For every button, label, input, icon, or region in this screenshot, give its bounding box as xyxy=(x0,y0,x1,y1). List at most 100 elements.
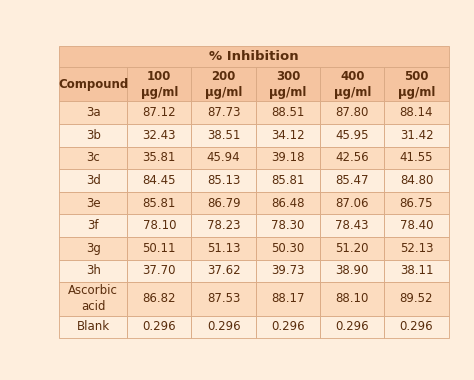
Text: 85.47: 85.47 xyxy=(336,174,369,187)
Bar xyxy=(59,260,127,282)
Bar xyxy=(191,101,256,124)
Bar xyxy=(320,147,384,169)
Bar xyxy=(127,67,191,101)
Bar xyxy=(59,101,127,124)
Text: 38.51: 38.51 xyxy=(207,129,240,142)
Text: 85.81: 85.81 xyxy=(143,196,176,209)
Bar xyxy=(320,282,384,315)
Bar xyxy=(127,124,191,147)
Text: Compound: Compound xyxy=(58,78,128,91)
Bar xyxy=(320,260,384,282)
Text: 88.17: 88.17 xyxy=(271,292,305,306)
Text: 38.11: 38.11 xyxy=(400,264,433,277)
Text: 0.296: 0.296 xyxy=(143,320,176,333)
Bar xyxy=(256,282,320,315)
Text: 3c: 3c xyxy=(86,151,100,164)
Bar xyxy=(127,192,191,214)
Bar xyxy=(320,214,384,237)
Text: 100
μg/ml: 100 μg/ml xyxy=(141,70,178,99)
Text: 78.30: 78.30 xyxy=(271,219,305,232)
Text: 87.53: 87.53 xyxy=(207,292,240,306)
Bar xyxy=(256,101,320,124)
Text: 87.73: 87.73 xyxy=(207,106,240,119)
Text: 3e: 3e xyxy=(86,196,100,209)
Bar xyxy=(127,147,191,169)
Bar xyxy=(191,192,256,214)
Bar xyxy=(256,192,320,214)
Text: 0.296: 0.296 xyxy=(336,320,369,333)
Bar xyxy=(384,169,449,192)
Bar xyxy=(127,214,191,237)
Text: 86.75: 86.75 xyxy=(400,196,433,209)
Text: 88.51: 88.51 xyxy=(271,106,305,119)
Bar xyxy=(320,192,384,214)
Text: 50.30: 50.30 xyxy=(271,242,305,255)
Bar xyxy=(384,101,449,124)
Text: 78.10: 78.10 xyxy=(143,219,176,232)
Text: 45.95: 45.95 xyxy=(336,129,369,142)
Text: 3b: 3b xyxy=(86,129,100,142)
Text: 3d: 3d xyxy=(86,174,100,187)
Bar xyxy=(127,315,191,338)
Bar xyxy=(191,147,256,169)
Bar xyxy=(59,169,127,192)
Text: 89.52: 89.52 xyxy=(400,292,433,306)
Bar xyxy=(256,67,320,101)
Bar xyxy=(384,260,449,282)
Text: 88.14: 88.14 xyxy=(400,106,433,119)
Text: 85.13: 85.13 xyxy=(207,174,240,187)
Text: Ascorbic
acid: Ascorbic acid xyxy=(68,284,118,314)
Bar xyxy=(384,214,449,237)
Text: 37.62: 37.62 xyxy=(207,264,240,277)
Bar xyxy=(59,147,127,169)
Text: 86.82: 86.82 xyxy=(143,292,176,306)
Text: 3a: 3a xyxy=(86,106,100,119)
Text: 50.11: 50.11 xyxy=(143,242,176,255)
Text: 38.90: 38.90 xyxy=(336,264,369,277)
Text: 51.13: 51.13 xyxy=(207,242,240,255)
Bar xyxy=(127,282,191,315)
Bar xyxy=(59,214,127,237)
Text: 3h: 3h xyxy=(86,264,100,277)
Bar xyxy=(127,101,191,124)
Bar xyxy=(384,147,449,169)
Text: 78.43: 78.43 xyxy=(336,219,369,232)
Text: 3g: 3g xyxy=(86,242,100,255)
Text: 0.296: 0.296 xyxy=(400,320,433,333)
Bar xyxy=(59,315,127,338)
Bar xyxy=(320,315,384,338)
Bar xyxy=(256,124,320,147)
Text: 85.81: 85.81 xyxy=(271,174,305,187)
Text: 87.12: 87.12 xyxy=(143,106,176,119)
Bar xyxy=(320,237,384,260)
Text: 400
μg/ml: 400 μg/ml xyxy=(334,70,371,99)
Bar xyxy=(191,169,256,192)
Text: 86.79: 86.79 xyxy=(207,196,240,209)
Bar xyxy=(384,315,449,338)
Bar xyxy=(59,282,127,315)
Bar xyxy=(59,237,127,260)
Text: 42.56: 42.56 xyxy=(336,151,369,164)
Text: 37.70: 37.70 xyxy=(143,264,176,277)
Bar xyxy=(256,214,320,237)
Text: 78.23: 78.23 xyxy=(207,219,240,232)
Text: 32.43: 32.43 xyxy=(143,129,176,142)
Bar xyxy=(384,282,449,315)
Bar xyxy=(59,46,448,67)
Bar xyxy=(59,192,127,214)
Text: 34.12: 34.12 xyxy=(271,129,305,142)
Bar xyxy=(191,124,256,147)
Bar xyxy=(256,237,320,260)
Text: 500
μg/ml: 500 μg/ml xyxy=(398,70,435,99)
Text: 51.20: 51.20 xyxy=(336,242,369,255)
Bar xyxy=(256,147,320,169)
Bar xyxy=(127,260,191,282)
Text: 0.296: 0.296 xyxy=(271,320,305,333)
Text: 87.80: 87.80 xyxy=(336,106,369,119)
Text: 39.73: 39.73 xyxy=(271,264,305,277)
Bar xyxy=(384,124,449,147)
Text: 86.48: 86.48 xyxy=(271,196,305,209)
Bar xyxy=(191,237,256,260)
Text: % Inhibition: % Inhibition xyxy=(209,50,299,63)
Bar xyxy=(191,260,256,282)
